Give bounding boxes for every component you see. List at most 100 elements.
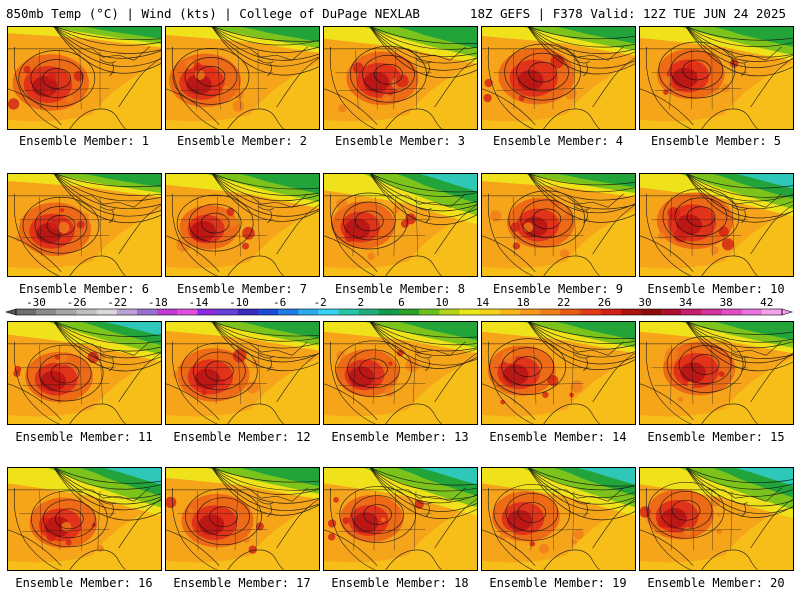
colorbar-tick-label: 2 (357, 296, 364, 309)
colorbar-segment (177, 309, 198, 315)
ensemble-panel (639, 173, 794, 277)
colorbar-segment (620, 309, 642, 315)
temperature-map (323, 321, 478, 425)
colorbar-segment (257, 309, 279, 315)
ensemble-panel (165, 467, 320, 571)
colorbar-tick-label: 14 (476, 296, 490, 309)
ensemble-panel (481, 173, 636, 277)
temperature-map (639, 26, 794, 130)
ensemble-panel (165, 173, 320, 277)
colorbar-tick-label: 34 (679, 296, 693, 309)
panel-label: Ensemble Member: 12 (173, 430, 311, 444)
temperature-map (481, 467, 636, 571)
colorbar-tick-label: 22 (557, 296, 570, 309)
colorbar-left-arrow (4, 308, 17, 316)
colorbar-segment (499, 309, 521, 315)
ensemble-panel (165, 26, 320, 130)
colorbar-segment (358, 309, 380, 315)
colorbar-segment (459, 309, 480, 315)
colorbar-segment (16, 309, 37, 315)
panel-label: Ensemble Member: 7 (176, 282, 308, 296)
temperature-map (7, 26, 162, 130)
colorbar-tick-label: -18 (148, 296, 168, 309)
colorbar-segment (540, 309, 561, 315)
colorbar-right-arrow (781, 308, 794, 316)
colorbar-segment (741, 309, 763, 315)
colorbar-tick-label: -26 (67, 296, 87, 309)
colorbar-tick-label: -14 (188, 296, 208, 309)
temperature-map (165, 173, 320, 277)
colorbar-segment (116, 309, 138, 315)
temperature-map (639, 467, 794, 571)
colorbar-segment (761, 309, 783, 315)
panel-label: Ensemble Member: 9 (492, 282, 624, 296)
colorbar-tick-label: 18 (517, 296, 530, 309)
temperature-map (165, 321, 320, 425)
colorbar-tick-label: -22 (107, 296, 127, 309)
colorbar-segment (681, 309, 702, 315)
temperature-map (639, 173, 794, 277)
temperature-map (165, 467, 320, 571)
colorbar-segment (36, 309, 57, 315)
colorbar-tick-label: 10 (435, 296, 448, 309)
colorbar-segment (237, 309, 259, 315)
colorbar-segment (76, 309, 97, 315)
colorbar-segment (640, 309, 662, 315)
colorbar-segment (399, 309, 420, 315)
colorbar-tick-label: 26 (598, 296, 611, 309)
temperature-map (7, 321, 162, 425)
panel-label: Ensemble Member: 18 (331, 576, 469, 590)
colorbar-segment (560, 309, 581, 315)
temperature-map (323, 26, 478, 130)
colorbar-segment (439, 309, 460, 315)
colorbar-tick-label: 38 (720, 296, 733, 309)
colorbar-tick-label: -30 (26, 296, 46, 309)
ensemble-panel (323, 173, 478, 277)
temperature-map (481, 173, 636, 277)
panel-label: Ensemble Member: 10 (647, 282, 785, 296)
colorbar-segment (217, 309, 239, 315)
temperature-map (481, 321, 636, 425)
colorbar-segment (318, 309, 339, 315)
colorbar-tick-label: 30 (638, 296, 651, 309)
ensemble-panel (323, 467, 478, 571)
panel-label: Ensemble Member: 3 (334, 134, 466, 148)
ensemble-panel (323, 321, 478, 425)
panel-label: Ensemble Member: 19 (489, 576, 627, 590)
colorbar-tick-label: -10 (229, 296, 249, 309)
panel-label: Ensemble Member: 1 (18, 134, 150, 148)
ensemble-panel (7, 467, 162, 571)
colorbar-segment (479, 309, 501, 315)
panel-label: Ensemble Member: 17 (173, 576, 311, 590)
temperature-map (639, 321, 794, 425)
panel-label: Ensemble Member: 20 (647, 576, 785, 590)
temperature-colorbar: -30 -26 -22 -18 -14 -10 -6 -2 2 6 10 14 18 22 26 30 34 38… (4, 296, 794, 316)
colorbar-segment (580, 309, 601, 315)
colorbar-segment (136, 309, 158, 315)
colorbar-segment (519, 309, 541, 315)
panel-label: Ensemble Member: 15 (647, 430, 785, 444)
ensemble-panel (481, 26, 636, 130)
colorbar-tick-label: -6 (273, 296, 286, 309)
temperature-map (481, 26, 636, 130)
ensemble-panel (7, 321, 162, 425)
temperature-map (7, 173, 162, 277)
ensemble-panel (481, 321, 636, 425)
panel-label: Ensemble Member: 2 (176, 134, 308, 148)
colorbar-segment (96, 309, 118, 315)
panel-label: Ensemble Member: 14 (489, 430, 627, 444)
temperature-map (165, 26, 320, 130)
colorbar-segment (197, 309, 218, 315)
panel-label: Ensemble Member: 5 (650, 134, 782, 148)
ensemble-panel (639, 321, 794, 425)
colorbar-tick-label: 42 (760, 296, 773, 309)
colorbar-segment (721, 309, 742, 315)
temperature-map (323, 467, 478, 571)
colorbar-segment (378, 309, 400, 315)
colorbar-segment (298, 309, 319, 315)
panel-label: Ensemble Member: 6 (18, 282, 150, 296)
temperature-map (7, 467, 162, 571)
ensemble-panel (165, 321, 320, 425)
panel-label: Ensemble Member: 13 (331, 430, 469, 444)
colorbar-tick-label: -2 (314, 296, 327, 309)
